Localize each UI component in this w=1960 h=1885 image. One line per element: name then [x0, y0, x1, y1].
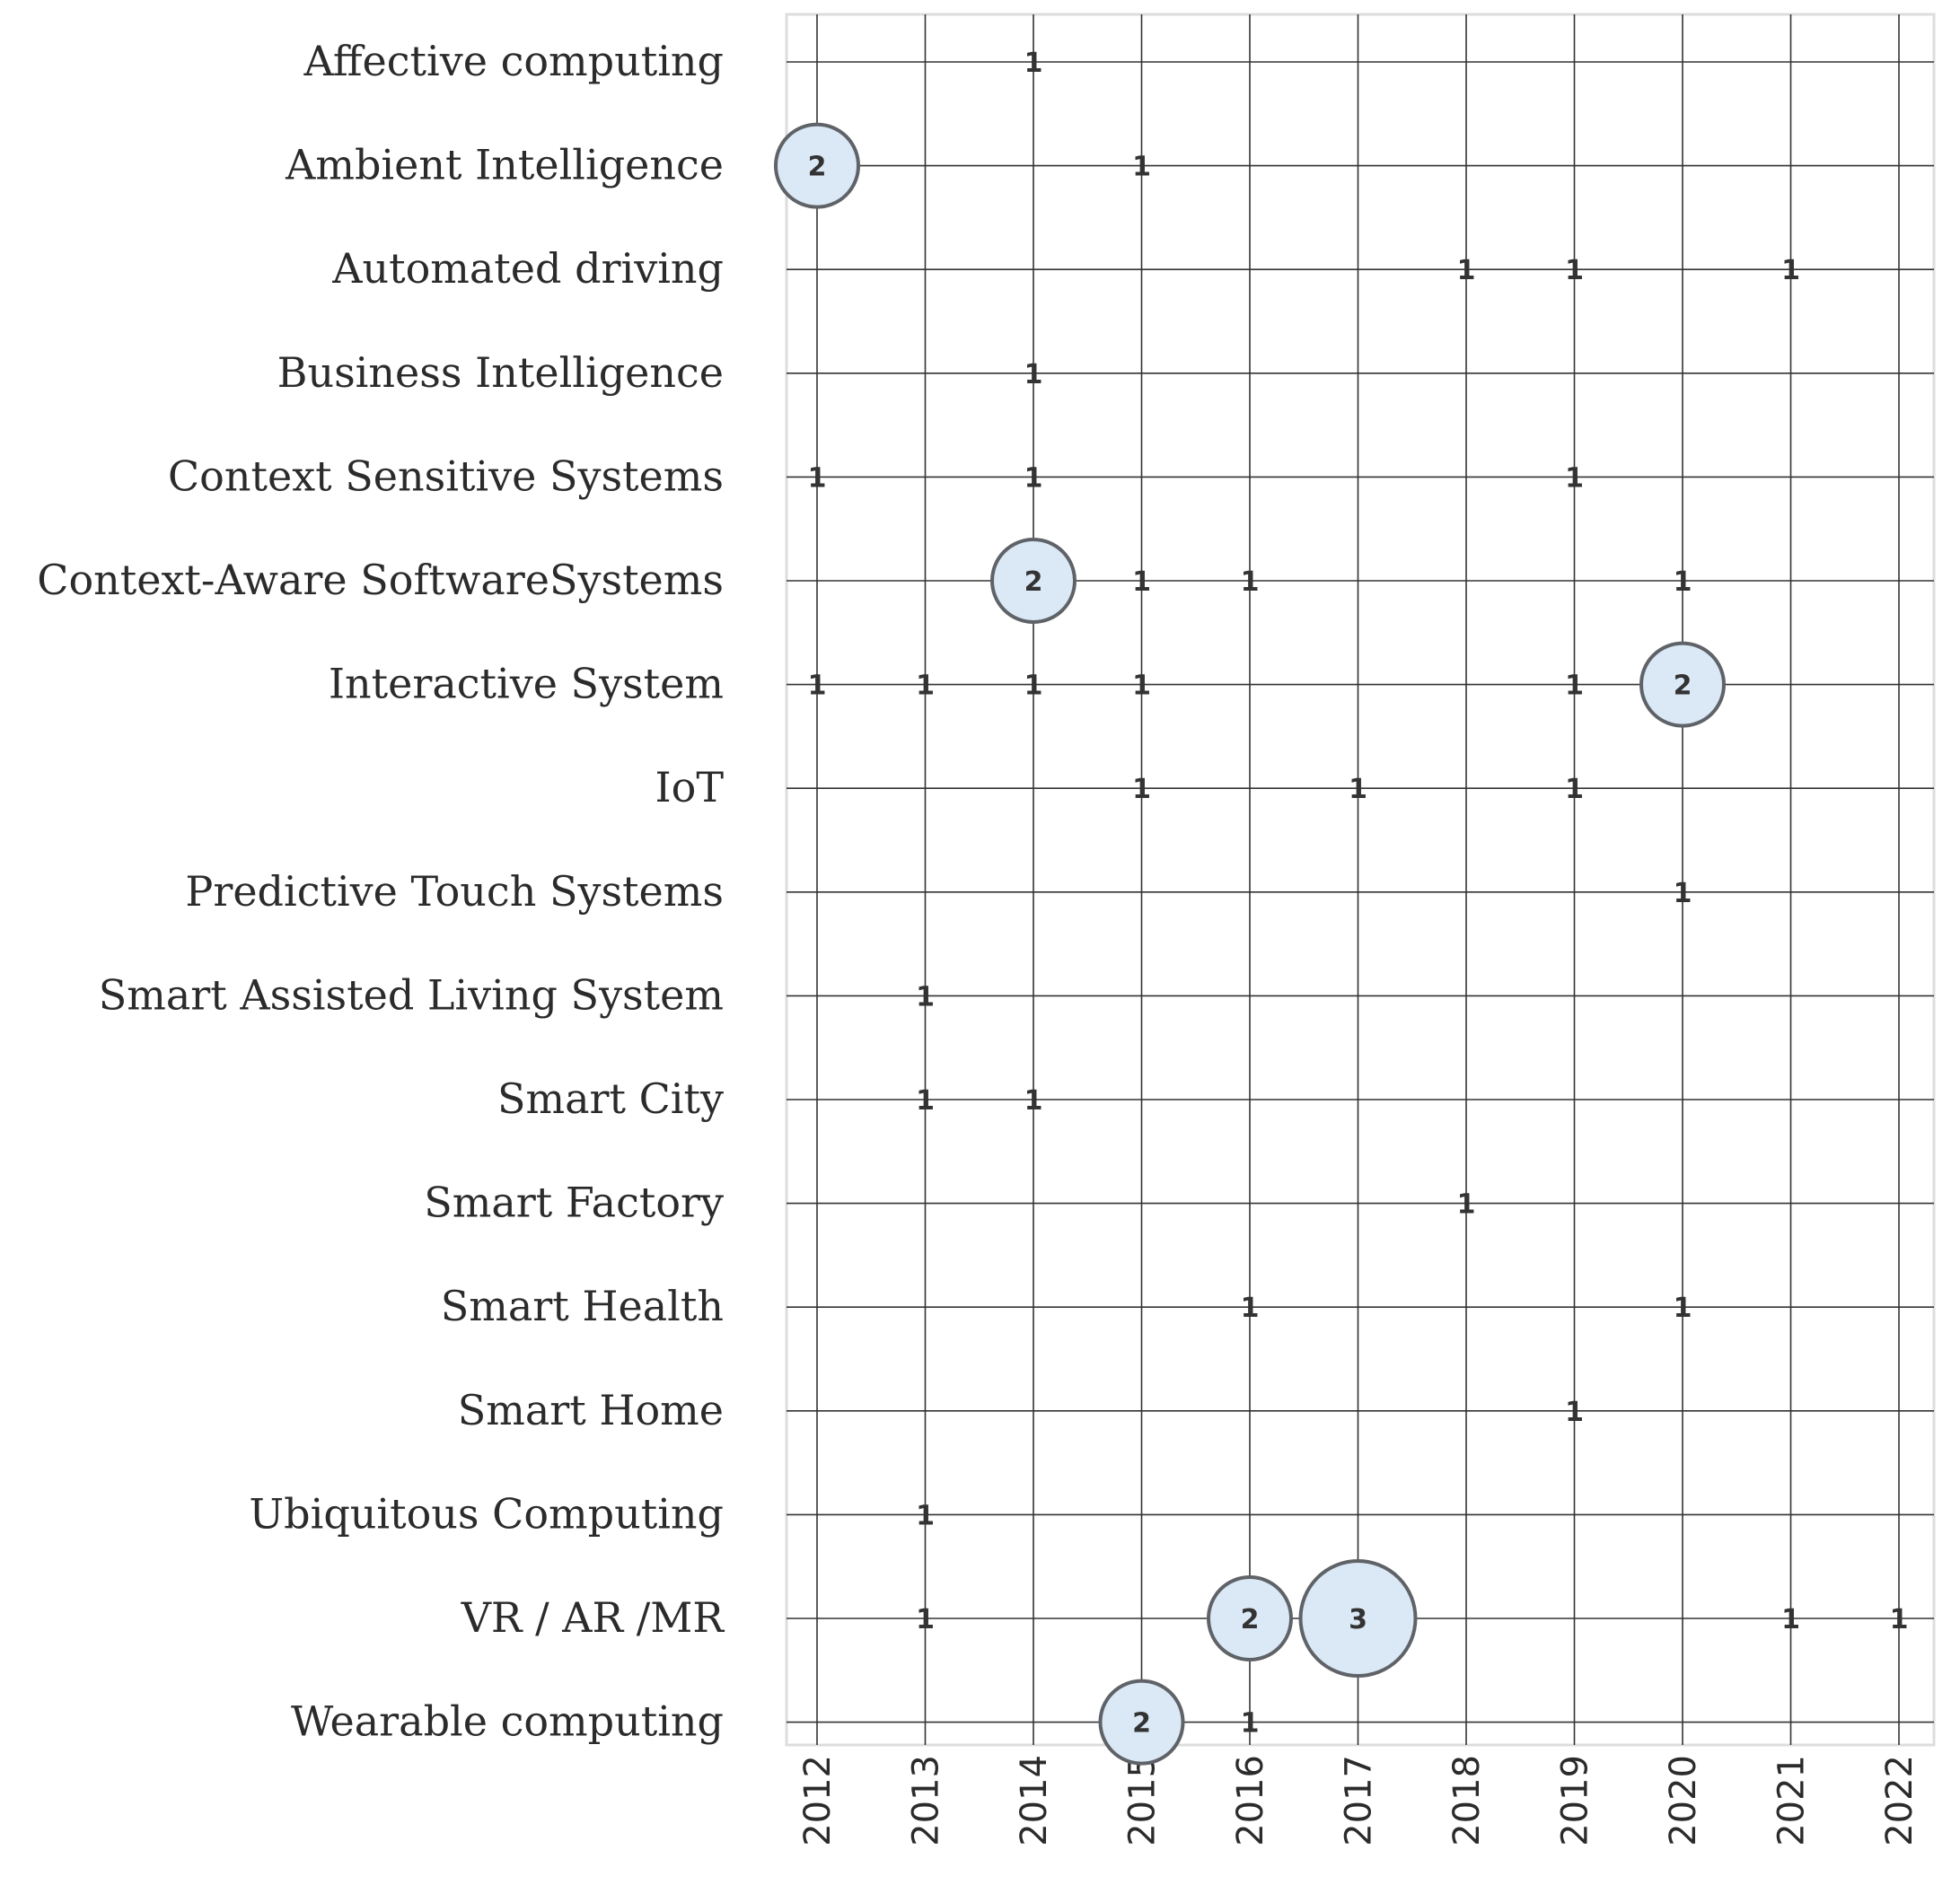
x-tick-label-2022: 2022: [1879, 1755, 1920, 1846]
bubble-value-vr-ar-mr-2021: 1: [1781, 1604, 1800, 1635]
bubble-value-vr-ar-mr-2022: 1: [1890, 1604, 1909, 1635]
bubble-value-vr-ar-mr-2017: 3: [1349, 1604, 1367, 1635]
category-label-context-sensitive-systems: Context Sensitive Systems: [168, 452, 724, 500]
category-label-context-aware-softwaresystems: Context-Aware SoftwareSystems: [37, 556, 724, 604]
category-label-interactive-system: Interactive System: [329, 660, 724, 708]
bubble-value-ambient-intelligence-2015: 1: [1132, 152, 1151, 183]
bubble-value-smart-home-2019: 1: [1565, 1397, 1584, 1428]
x-tick-label-2016: 2016: [1230, 1755, 1271, 1846]
category-label-ubiquitous-computing: Ubiquitous Computing: [249, 1489, 724, 1538]
category-label-smart-health: Smart Health: [441, 1282, 724, 1330]
bubble-value-predictive-touch-systems-2020: 1: [1674, 878, 1692, 909]
category-label-predictive-touch-systems: Predictive Touch Systems: [185, 867, 724, 916]
bubble-vr-ar-mr-2016: [1207, 1575, 1293, 1661]
bubble-vr-ar-mr-2017: [1298, 1559, 1418, 1678]
x-tick-label-2015: 2015: [1122, 1755, 1164, 1846]
bubble-value-vr-ar-mr-2013: 1: [916, 1604, 935, 1635]
bubble-ambient-intelligence-2012: [774, 122, 860, 209]
category-label-smart-home: Smart Home: [458, 1386, 724, 1434]
category-label-automated-driving: Automated driving: [331, 244, 724, 293]
bubble-value-smart-health-2020: 1: [1674, 1293, 1692, 1324]
bubble-wearable-computing-2015: [1098, 1679, 1185, 1766]
category-label-wearable-computing: Wearable computing: [291, 1697, 724, 1746]
bubble-value-labels: 1 2 1 1 1 1 1 1 1 1 2 1 1 1 1 1 1 1 1 2 1 1 1 1 1 1 1 1 1 1 1 1 1 2 3 1 1 2 1: [808, 48, 1909, 1740]
bubble-value-automated-driving-2019: 1: [1565, 255, 1584, 286]
category-label-iot: IoT: [655, 763, 724, 811]
bubble-value-interactive-system-2013: 1: [916, 671, 935, 702]
bubble-value-wearable-computing-2015: 2: [1132, 1708, 1151, 1740]
bubbles: [774, 122, 1726, 1766]
bubble-value-iot-2015: 1: [1132, 774, 1151, 805]
x-tick-label-2018: 2018: [1446, 1755, 1488, 1846]
bubble-value-ubiquitous-computing-2013: 1: [916, 1500, 935, 1531]
bubble-value-smart-factory-2018: 1: [1457, 1189, 1476, 1221]
bubble-value-interactive-system-2019: 1: [1565, 671, 1584, 702]
bubble-value-automated-driving-2021: 1: [1781, 255, 1800, 286]
x-tick-label-2021: 2021: [1771, 1755, 1813, 1846]
bubble-value-interactive-system-2020: 2: [1674, 671, 1692, 702]
bubble-value-context-sensitive-systems-2012: 1: [808, 462, 827, 494]
bubble-value-ambient-intelligence-2012: 2: [808, 152, 827, 183]
bubble-value-context-aware-softwaresystems-2016: 1: [1241, 566, 1260, 598]
category-label-business-intelligence: Business Intelligence: [277, 348, 724, 397]
plot-frame: [785, 13, 1936, 1747]
bubble-value-iot-2019: 1: [1565, 774, 1584, 805]
bubble-value-context-aware-softwaresystems-2015: 1: [1132, 566, 1151, 598]
x-tick-label-2020: 2020: [1663, 1755, 1704, 1846]
category-label-ambient-intelligence: Ambient Intelligence: [285, 141, 724, 189]
bubble-value-business-intelligence-2014: 1: [1024, 359, 1043, 390]
bubble-value-interactive-system-2012: 1: [808, 671, 827, 702]
category-labels: Affective computing Ambient Intelligence A…: [37, 37, 725, 1746]
category-label-smart-factory: Smart Factory: [424, 1179, 724, 1227]
bubble-value-smart-assisted-living-system-2013: 1: [916, 981, 935, 1013]
bubble-value-smart-city-2013: 1: [916, 1085, 935, 1117]
bubble-value-context-aware-softwaresystems-2020: 1: [1674, 566, 1692, 598]
bubble-context-aware-softwaresystems-2014: [990, 538, 1077, 624]
bubble-value-affective-computing-2014: 1: [1024, 48, 1043, 79]
category-label-smart-city: Smart City: [497, 1074, 724, 1123]
bubble-value-vr-ar-mr-2016: 2: [1241, 1604, 1260, 1635]
bubble-value-context-aware-softwaresystems-2014: 2: [1024, 566, 1043, 598]
x-tick-label-2017: 2017: [1339, 1755, 1380, 1846]
bubble-value-automated-driving-2018: 1: [1457, 255, 1476, 286]
category-label-smart-assisted-living-system: Smart Assisted Living System: [99, 970, 724, 1019]
x-tick-label-2014: 2014: [1014, 1755, 1055, 1846]
x-tick-label-2013: 2013: [906, 1755, 947, 1846]
bubble-value-smart-health-2016: 1: [1241, 1293, 1260, 1324]
x-tick-label-2012: 2012: [797, 1755, 839, 1846]
x-tick-label-2019: 2019: [1555, 1755, 1596, 1846]
bubble-interactive-system-2020: [1639, 641, 1726, 728]
bubble-value-context-sensitive-systems-2019: 1: [1565, 462, 1584, 494]
bubble-value-context-sensitive-systems-2014: 1: [1024, 462, 1043, 494]
bubble-value-smart-city-2014: 1: [1024, 1085, 1043, 1117]
bubble-value-interactive-system-2015: 1: [1132, 671, 1151, 702]
category-label-vr-ar-mr: VR / AR /MR: [461, 1593, 725, 1642]
category-label-affective-computing: Affective computing: [303, 37, 724, 85]
bubble-value-wearable-computing-2016: 1: [1241, 1708, 1260, 1740]
bubble-value-iot-2017: 1: [1349, 774, 1367, 805]
vertical-gridlines: [816, 14, 1900, 1745]
horizontal-gridlines: [787, 61, 1934, 1723]
year-tick-labels: 2012 2013 2014 2015 2016 2017 2018 2019 2020 2021…: [797, 1755, 1920, 1846]
bubble-value-interactive-system-2014: 1: [1024, 671, 1043, 702]
